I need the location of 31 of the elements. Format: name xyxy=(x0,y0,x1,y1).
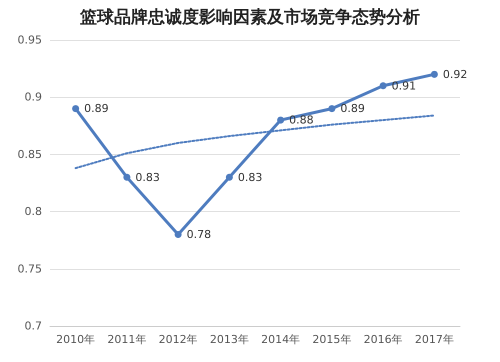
point xyxy=(174,230,182,238)
x-tick-label: 2014年 xyxy=(261,333,300,346)
point xyxy=(72,105,80,112)
data-label: 0.83 xyxy=(135,170,160,184)
x-tick-label: 2013年 xyxy=(210,333,249,346)
x-tick-label: 2016年 xyxy=(364,333,403,346)
data-label: 0.92 xyxy=(442,68,468,81)
data-label: 0.88 xyxy=(289,114,314,127)
point xyxy=(123,174,130,181)
data-label: 0.83 xyxy=(238,170,262,184)
point xyxy=(430,70,438,78)
point xyxy=(380,82,387,90)
data-label: 0.89 xyxy=(84,102,109,116)
data-label: 0.89 xyxy=(340,102,365,116)
point xyxy=(277,116,284,124)
point xyxy=(328,105,336,112)
data-label: 0.91 xyxy=(392,79,416,92)
x-tick-label: 2011年 xyxy=(107,333,146,346)
x-tick-label: 2017年 xyxy=(414,333,454,346)
y-tick-label: 0.85 xyxy=(18,148,42,161)
y-tick-label: 0.7 xyxy=(24,320,42,332)
x-tick-label: 2015年 xyxy=(312,333,352,346)
data-label: 0.78 xyxy=(186,228,212,241)
x-tick-label: 2010年 xyxy=(56,333,96,346)
x-tick-label: 2012年 xyxy=(158,333,198,346)
chart-title: 篮球品牌忠诚度影响因素及市场竞争态势分析 xyxy=(79,8,420,28)
y-tick-label: 0.8 xyxy=(24,205,42,218)
y-tick-label: 0.9 xyxy=(24,90,42,104)
y-tick-label: 0.95 xyxy=(18,34,42,46)
y-tick-label: 0.75 xyxy=(18,262,42,276)
point xyxy=(226,174,233,181)
